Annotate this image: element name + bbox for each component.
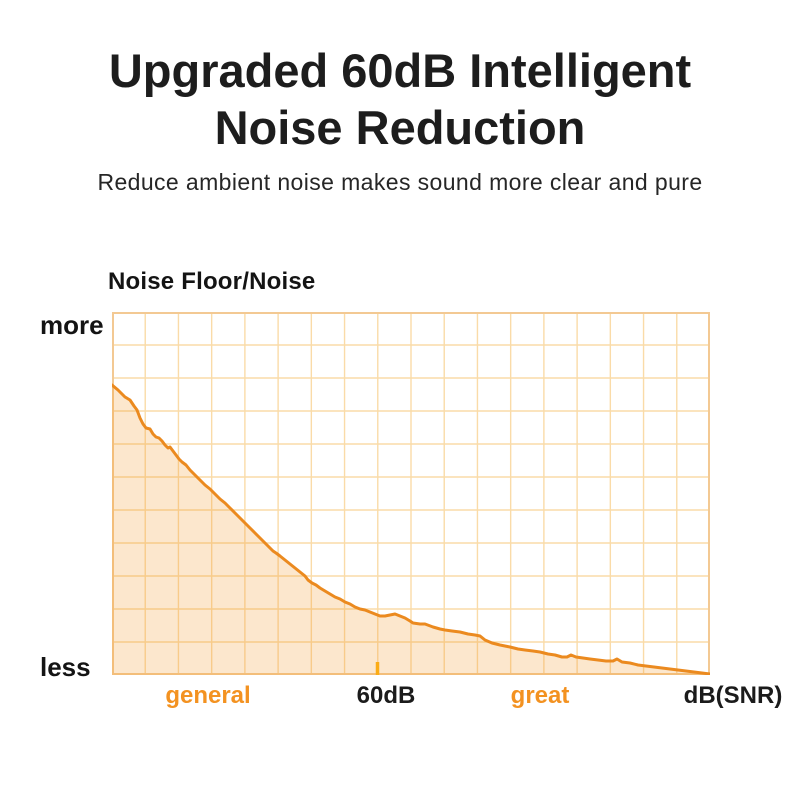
x-axis-label-60db: 60dB <box>356 682 416 709</box>
chart-axis-title: Noise Floor/Noise <box>108 268 316 295</box>
y-axis-label-less: less <box>40 652 91 682</box>
page-title-line2: Noise Reduction <box>214 101 586 154</box>
page-title-line1: Upgraded 60dB Intelligent <box>108 44 692 97</box>
x-axis-label-great: great <box>510 682 570 709</box>
page-title: Upgraded 60dB Intelligent Noise Reductio… <box>0 42 800 156</box>
noise-decay-plot <box>112 312 710 675</box>
page-subtitle: Reduce ambient noise makes sound more cl… <box>97 169 703 195</box>
x-axis-label-general: general <box>165 682 251 709</box>
y-axis-label-more: more <box>40 310 104 340</box>
x-axis-label-dbsnr: dB(SNR) <box>683 682 783 709</box>
